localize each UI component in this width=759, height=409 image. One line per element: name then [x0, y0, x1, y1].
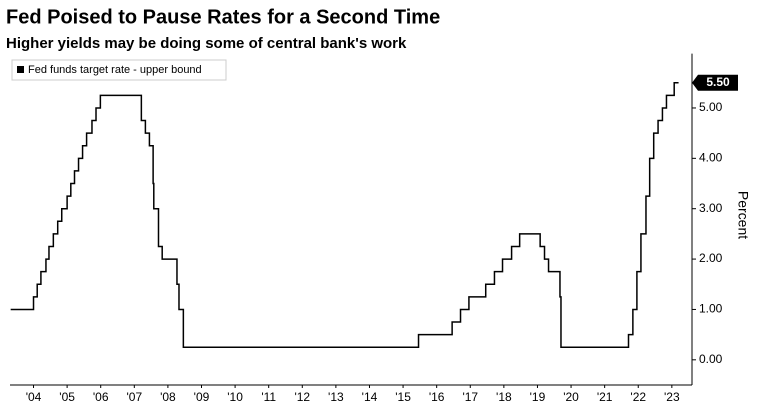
- last-value-tag: [692, 74, 738, 91]
- y-tick-label: 1.00: [699, 302, 723, 316]
- x-tick-label: '04: [26, 390, 42, 404]
- legend-swatch: [17, 66, 24, 73]
- x-tick-label: '05: [59, 390, 75, 404]
- series-line: [10, 82, 679, 348]
- x-tick-label: '22: [630, 390, 646, 404]
- legend-box: [11, 59, 227, 81]
- x-tick-label: '19: [530, 390, 546, 404]
- x-tick-label: '17: [462, 390, 478, 404]
- chart-title: Fed Poised to Pause Rates for a Second T…: [6, 6, 440, 28]
- x-tick-label: '13: [328, 390, 344, 404]
- x-tick-label: '12: [294, 390, 310, 404]
- chart-subtitle: Higher yields may be doing some of centr…: [6, 35, 407, 52]
- x-tick-label: '14: [362, 390, 378, 404]
- x-tick-label: '15: [395, 390, 411, 404]
- x-tick-label: '08: [160, 390, 176, 404]
- legend-label: Fed funds target rate - upper bound: [28, 64, 202, 76]
- x-tick-label: '21: [597, 390, 613, 404]
- last-value-label: 5.50: [706, 75, 730, 89]
- y-tick-label: 3.00: [699, 201, 723, 215]
- x-tick-label: '16: [429, 390, 445, 404]
- x-tick-label: '06: [93, 390, 109, 404]
- y-tick-label: 2.00: [699, 251, 723, 265]
- x-tick-label: '10: [227, 390, 243, 404]
- x-tick-label: '23: [664, 390, 680, 404]
- y-tick-label: 0.00: [699, 352, 723, 366]
- x-tick-label: '18: [496, 390, 512, 404]
- x-tick-label: '11: [261, 390, 276, 404]
- x-tick-label: '09: [194, 390, 210, 404]
- x-tick-label: '20: [563, 390, 579, 404]
- y-tick-label: 5.00: [699, 100, 723, 114]
- x-tick-label: '07: [126, 390, 142, 404]
- y-axis-label: Percent: [735, 191, 751, 239]
- y-tick-label: 4.00: [699, 151, 723, 165]
